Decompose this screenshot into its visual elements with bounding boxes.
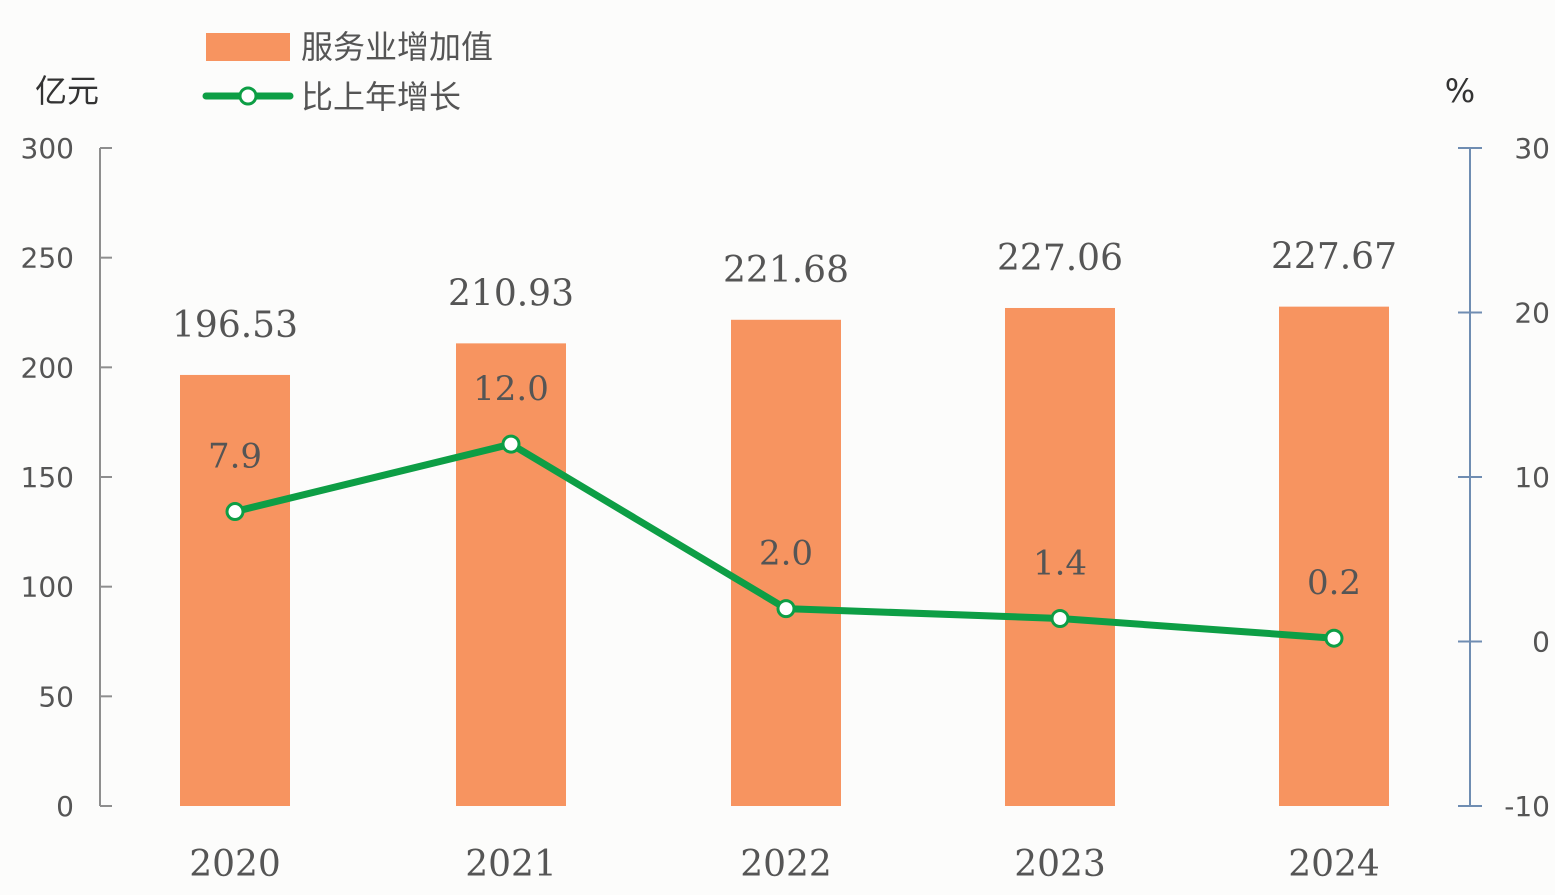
line-markers <box>225 434 1344 648</box>
x-axis-tick-label: 2021 <box>465 844 557 885</box>
x-axis-tick-label: 2023 <box>1014 844 1106 885</box>
line-value-label: 1.4 <box>1033 543 1087 583</box>
line-marker <box>501 434 521 454</box>
line-marker <box>1324 628 1344 648</box>
x-axis-labels: 2020 2021 2022 2023 2024 <box>189 844 1380 885</box>
x-axis-tick-label: 2020 <box>189 844 281 885</box>
legend-line-label: 比上年增长 <box>301 78 461 116</box>
right-axis-unit: % <box>1445 72 1475 110</box>
bar-value-label: 221.68 <box>723 250 849 291</box>
legend-line-marker <box>238 86 258 106</box>
left-axis-unit: 亿元 <box>35 72 99 110</box>
left-axis-tick-label: 0 <box>56 790 74 823</box>
left-axis-tick-label: 50 <box>38 680 74 713</box>
left-axis: 0 50 100 150 200 250 300 亿元 <box>21 72 112 823</box>
bar <box>1279 306 1389 806</box>
line-marker <box>225 502 245 522</box>
left-axis-tick-label: 250 <box>21 242 74 275</box>
right-axis-tick-label: 10 <box>1514 461 1550 494</box>
line-value-label: 12.0 <box>473 369 549 409</box>
line-value-label: 0.2 <box>1307 563 1361 603</box>
bar-value-label: 210.93 <box>448 273 574 314</box>
x-axis-tick-label: 2022 <box>740 844 832 885</box>
bar-series <box>180 306 1389 806</box>
data-labels: 196.53 210.93 221.68 227.06 227.67 7.9 12.0 2.0… <box>172 237 1397 604</box>
bar <box>456 343 566 806</box>
bar <box>180 374 290 806</box>
right-axis-tick-label: -10 <box>1504 790 1550 823</box>
bar-value-label: 227.67 <box>1271 237 1397 278</box>
left-axis-tick-label: 300 <box>21 132 74 165</box>
right-axis: -10 0 10 20 30% <box>1445 72 1550 823</box>
right-axis-tick-label: 0 <box>1532 626 1550 659</box>
right-axis-tick-label: 30 <box>1514 132 1550 165</box>
bar <box>731 319 841 806</box>
legend-bar-label: 服务业增加值 <box>301 28 493 66</box>
left-axis-tick-label: 200 <box>21 351 74 384</box>
line-marker <box>1050 608 1070 628</box>
legend-bar-swatch <box>206 33 290 61</box>
left-axis-tick-label: 150 <box>21 461 74 494</box>
x-axis-tick-label: 2024 <box>1288 844 1380 885</box>
line-value-label: 7.9 <box>208 437 262 477</box>
right-axis-tick-label: 20 <box>1514 297 1550 330</box>
bar <box>1005 307 1115 806</box>
bar-value-label: 196.53 <box>172 305 298 346</box>
line-marker <box>776 599 796 619</box>
bar-value-label: 227.06 <box>997 238 1123 279</box>
left-axis-tick-label: 100 <box>21 571 74 604</box>
line-value-label: 2.0 <box>759 534 813 574</box>
